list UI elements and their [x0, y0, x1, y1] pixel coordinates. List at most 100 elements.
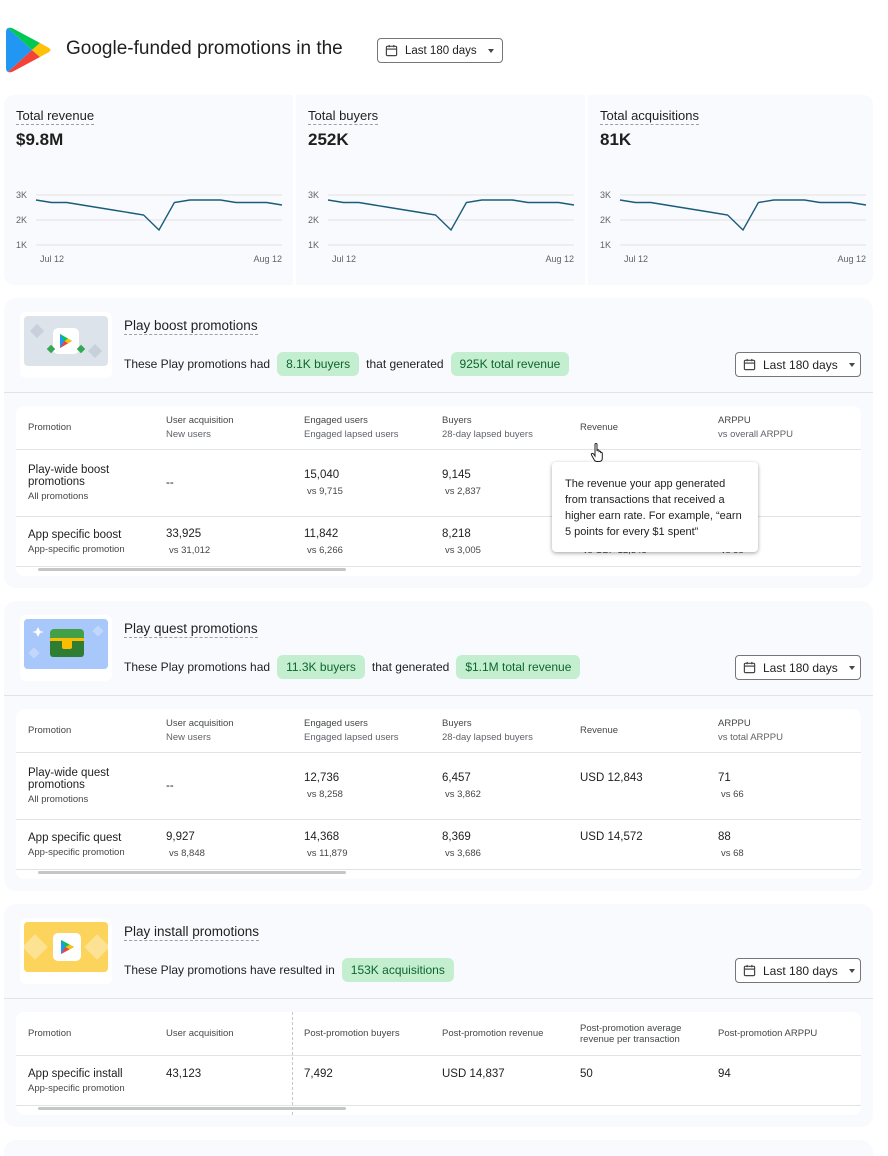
user-acquisition-cell: --: [166, 477, 174, 489]
user-acquisition-cell: 9,927 vs 8,848: [166, 830, 205, 859]
summary-prefix: These Play promotions had: [124, 660, 271, 674]
date-range-select[interactable]: Last 180 days: [735, 352, 861, 377]
chevron-down-icon: [848, 665, 855, 670]
chevron-down-icon: [487, 48, 494, 53]
next-section-card: [4, 1140, 873, 1156]
date-range-select[interactable]: Last 180 days: [735, 958, 861, 983]
metric-value: $9.8M: [16, 130, 64, 149]
y-tick-label: 2K: [16, 215, 27, 225]
divider: [4, 392, 873, 393]
arppu-cell: 71 vs 66: [718, 772, 744, 800]
y-tick-label: 1K: [308, 240, 319, 250]
col-header: Post-promotion buyers: [304, 1028, 400, 1039]
post-revenue-cell: USD 14,837: [442, 1068, 505, 1080]
google-play-logo-icon: [6, 27, 51, 73]
x-tick-label: Aug 12: [837, 254, 866, 264]
chevron-down-icon: [848, 362, 855, 367]
user-acquisition-cell: 33,925 vs 31,012: [166, 527, 211, 556]
col-header: Post-promotion ARPPU: [718, 1028, 818, 1039]
horizontal-scrollbar[interactable]: [38, 871, 346, 874]
install-table: Promotion User acquisition Post-promotio…: [16, 1012, 861, 1115]
metric-label[interactable]: Total acquisitions: [600, 108, 699, 125]
section-summary: These Play promotions had 11.3K buyers t…: [124, 655, 587, 679]
x-tick-label: Aug 12: [253, 254, 282, 264]
promotion-cell: App specific install App-specific promoti…: [28, 1067, 125, 1094]
x-tick-label: Jul 12: [332, 254, 356, 264]
revenue-chip: 925K total revenue: [450, 352, 570, 376]
series-line: [327, 199, 575, 232]
date-range-label: Last 180 days: [763, 357, 838, 372]
sparkline-chart: 3K 2K 1K Jul 12 Aug 12: [16, 190, 283, 264]
page-header: Google-funded promotions in the Last 180…: [0, 0, 888, 92]
metric-label[interactable]: Total revenue: [16, 108, 95, 125]
metrics-panel: Total revenue $9.8M 3K 2K 1K Jul 12 Aug 12 T…: [4, 95, 873, 285]
col-header: ARPPU vs total ARPPU: [718, 718, 783, 743]
post-avg-revenue-cell: 50: [580, 1068, 593, 1080]
y-tick-label: 1K: [600, 240, 611, 250]
revenue-cell: USD 14,572: [580, 830, 643, 843]
y-tick-label: 2K: [308, 215, 319, 225]
table-row: App specific install App-specific promoti…: [16, 1056, 861, 1106]
x-tick-label: Jul 12: [40, 254, 64, 264]
section-title[interactable]: Play quest promotions: [124, 621, 258, 638]
section-summary: These Play promotions had 8.1K buyers th…: [124, 352, 576, 376]
col-header: Revenue: [580, 725, 619, 736]
user-acquisition-cell: --: [166, 780, 174, 792]
divider: [4, 695, 873, 696]
buyers-chip: 11.3K buyers: [277, 655, 365, 679]
y-tick-label: 3K: [308, 190, 319, 200]
boost-thumbnail: [20, 312, 112, 378]
table-row: Play-wide quest promotions All promotions…: [16, 753, 861, 820]
divider: [4, 998, 873, 999]
engaged-users-cell: 11,842 vs 6,266: [304, 527, 343, 556]
col-header: Post-promotion average revenue per trans…: [580, 1022, 682, 1045]
col-header: User acquisition: [166, 1028, 234, 1039]
chevron-down-icon: [848, 968, 855, 973]
series-line: [35, 199, 283, 232]
quest-promotions-section: Play quest promotions These Play promoti…: [4, 601, 873, 891]
date-range-select[interactable]: Last 180 days: [735, 655, 861, 680]
header-date-range-select[interactable]: Last 180 days: [377, 38, 503, 63]
buyers-cell: 8,218 vs 3,005: [442, 527, 481, 556]
engaged-users-cell: 12,736 vs 8,258: [304, 772, 343, 800]
section-summary: These Play promotions have resulted in 1…: [124, 958, 461, 982]
install-illustration-icon: [24, 922, 108, 972]
engaged-users-cell: 14,368 vs 11,879: [304, 830, 348, 859]
y-tick-label: 1K: [16, 240, 27, 250]
sparkline-chart: 3K 2K 1K Jul 12 Aug 12: [600, 190, 867, 264]
col-header: Buyers 28-day lapsed buyers: [442, 415, 533, 440]
section-title[interactable]: Play install promotions: [124, 924, 260, 941]
table-header-row: Promotion User acquisition New users Enga…: [16, 406, 861, 450]
acquisitions-chip: 153K acquisitions: [341, 958, 454, 982]
revenue-cell: USD 12,843: [580, 772, 643, 784]
horizontal-scrollbar[interactable]: [38, 568, 346, 571]
date-range-label: Last 180 days: [405, 44, 477, 57]
metric-label[interactable]: Total buyers: [308, 108, 379, 125]
metric-value: 252K: [308, 130, 349, 149]
col-header: Promotion: [28, 1028, 72, 1039]
revenue-tooltip: The revenue your app generated from tran…: [552, 462, 758, 552]
col-header: Promotion: [28, 725, 72, 736]
y-tick-label: 3K: [16, 190, 27, 200]
quest-table: Promotion User acquisition New users Enga…: [16, 709, 861, 879]
col-header: Buyers 28-day lapsed buyers: [442, 718, 533, 743]
summary-prefix: These Play promotions had: [124, 357, 271, 371]
summary-mid: that generated: [371, 660, 450, 674]
revenue-chip: $1.1M total revenue: [456, 655, 581, 679]
table-row: App specific quest App-specific promotion…: [16, 820, 861, 870]
column-divider: [292, 1012, 293, 1115]
engaged-users-cell: 15,040 vs 9,715: [304, 469, 343, 497]
col-header-revenue[interactable]: Revenue: [580, 422, 619, 433]
date-range-label: Last 180 days: [763, 963, 838, 978]
calendar-icon: [743, 964, 756, 977]
col-header: User acquisition New users: [166, 415, 234, 440]
section-title[interactable]: Play boost promotions: [124, 318, 258, 335]
x-tick-label: Jul 12: [624, 254, 648, 264]
horizontal-scrollbar[interactable]: [38, 1107, 346, 1110]
install-thumbnail: [20, 918, 112, 984]
col-header: Promotion: [28, 422, 72, 433]
boost-illustration-icon: [29, 323, 103, 359]
post-arppu-cell: 94: [718, 1068, 731, 1080]
col-header: User acquisition New users: [166, 718, 234, 743]
buyers-chip: 8.1K buyers: [277, 352, 360, 376]
